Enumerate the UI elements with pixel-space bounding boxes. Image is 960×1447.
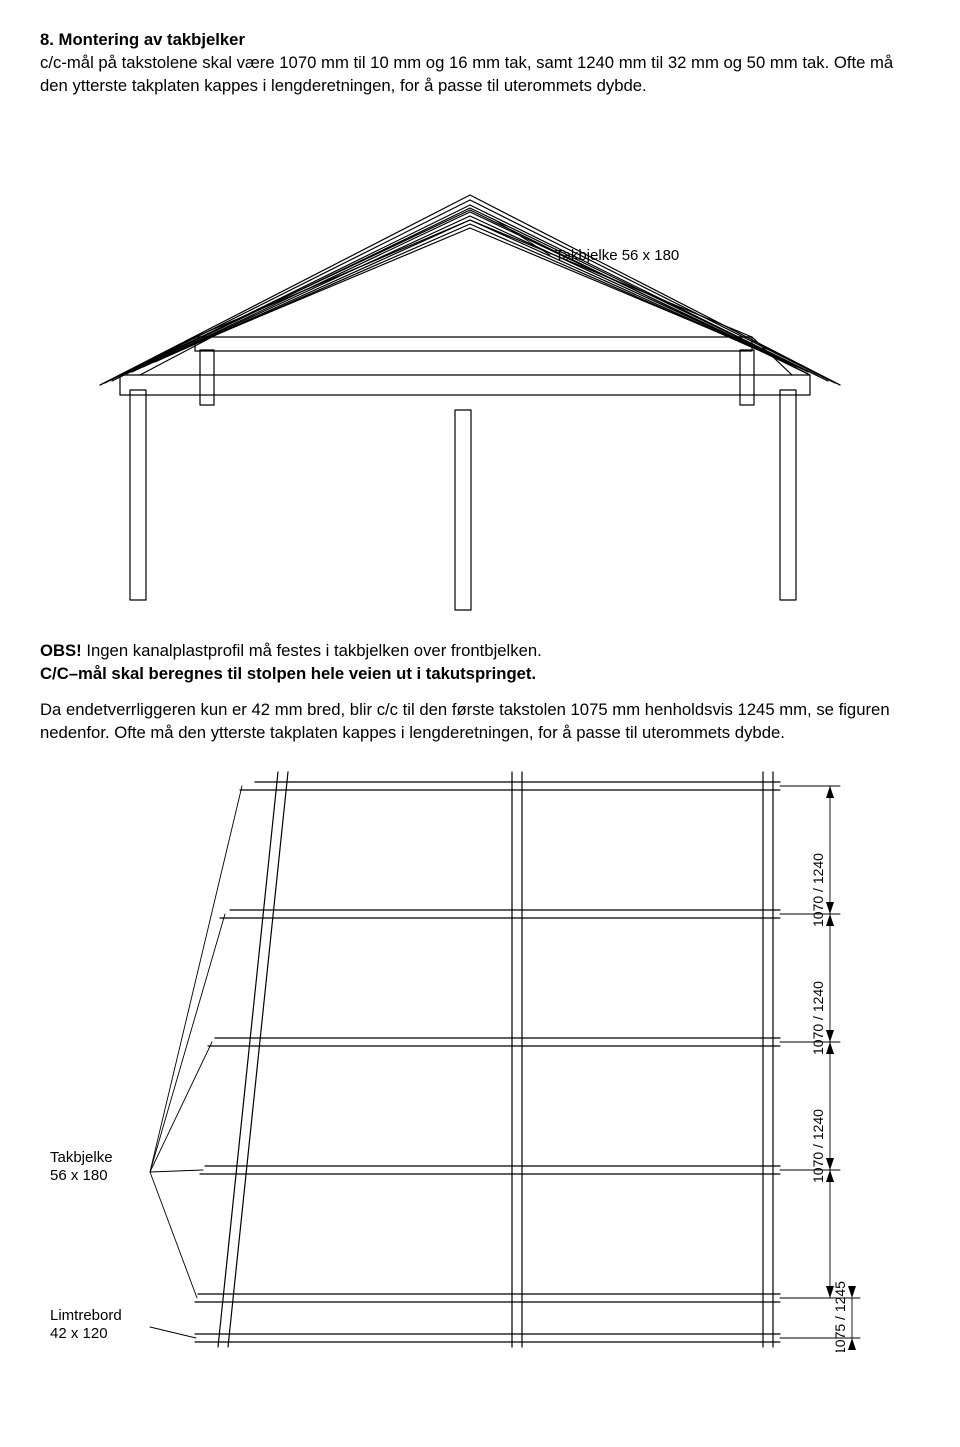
fig1-label: Takbjelke 56 x 180 <box>555 247 679 264</box>
leader-lines-takbjelke <box>150 786 242 1298</box>
cc-text: C/C–mål skal beregnes til stolpen hele v… <box>40 664 536 683</box>
obs-block: OBS! Ingen kanalplastprofil må festes i … <box>40 640 920 685</box>
figure-2-plan-view: Takbjelke 56 x 180 Limtrebord 42 x 120 1… <box>40 762 900 1352</box>
obs-text: Ingen kanalplastprofil må festes i takbj… <box>82 641 542 660</box>
fig2-label-takbjelke-l2: 56 x 180 <box>50 1167 108 1184</box>
figure-1-roof-perspective: Takbjelke 56 x 180 <box>40 115 900 615</box>
posts <box>130 350 796 610</box>
paragraph-1: c/c-mål på takstolene skal være 1070 mm … <box>40 52 920 97</box>
paragraph-2: Da endetverrliggeren kun er 42 mm bred, … <box>40 699 920 744</box>
fig2-label-limtre-l2: 42 x 120 <box>50 1325 108 1342</box>
rafters-right <box>470 200 835 383</box>
fig2-dim-1: 1070 / 1240 <box>810 853 826 927</box>
section-heading: 8. Montering av takbjelker <box>40 30 920 50</box>
fig2-dim-4: 1075 / 1245 <box>832 1281 848 1352</box>
rafters-plan <box>195 782 780 1342</box>
fig2-label-takbjelke-l1: Takbjelke <box>50 1149 113 1166</box>
fig2-dim-3: 1070 / 1240 <box>810 1109 826 1183</box>
rafters-left <box>105 200 470 383</box>
obs-label: OBS! <box>40 641 82 660</box>
fig2-dim-2: 1070 / 1240 <box>810 981 826 1055</box>
vertical-members <box>218 772 773 1347</box>
leader-line-limtre <box>150 1327 196 1338</box>
fig2-label-limtre-l1: Limtrebord <box>50 1307 122 1324</box>
